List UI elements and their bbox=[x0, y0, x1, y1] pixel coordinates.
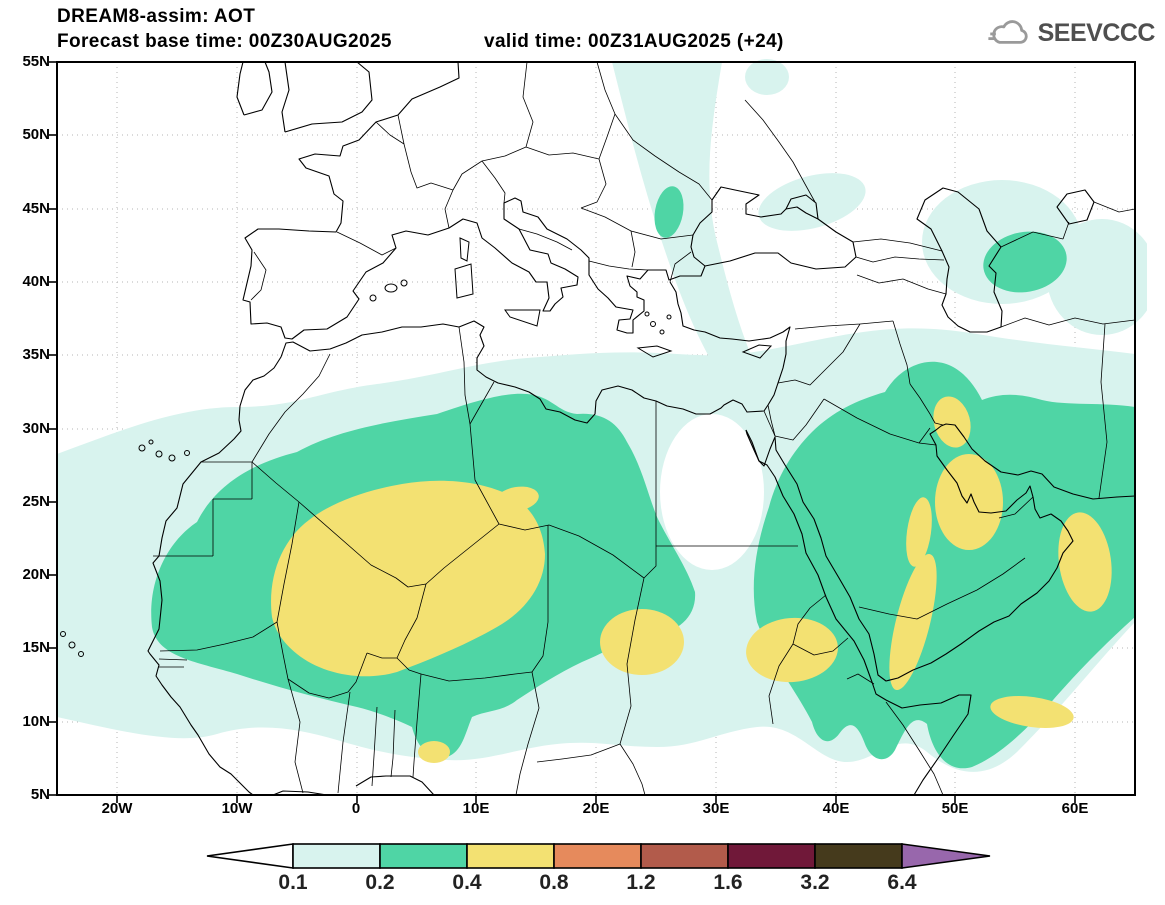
xtick-50e: 50E bbox=[941, 800, 969, 817]
forecast-map bbox=[49, 59, 1157, 803]
seevccc-logo: SEEVCCC bbox=[986, 18, 1156, 48]
ytick-5n: 5N bbox=[30, 786, 50, 803]
xtick-10w: 10W bbox=[221, 800, 253, 817]
ytick-20n: 20N bbox=[22, 566, 50, 583]
ytick-30n: 30N bbox=[22, 420, 50, 437]
logo-text: SEEVCCC bbox=[1037, 18, 1156, 47]
ytick-45n: 45N bbox=[22, 200, 50, 217]
colorbar-cell-0p1 bbox=[292, 843, 381, 869]
xtick-60e: 60E bbox=[1061, 800, 1089, 817]
cloud-icon bbox=[988, 20, 1028, 44]
colorbar-above-max-arrow bbox=[901, 843, 991, 869]
aot-fill-level-0p4 bbox=[271, 396, 1112, 763]
time-subtitle: Forecast base time: 00Z30AUG2025 valid t… bbox=[57, 31, 957, 53]
colorbar-label-1p2: 1.2 bbox=[626, 871, 656, 894]
axis-ticks bbox=[49, 61, 1076, 803]
colorbar-cell-0p2 bbox=[379, 843, 468, 869]
xtick-0: 0 bbox=[351, 800, 361, 817]
xtick-30e: 30E bbox=[702, 800, 730, 817]
colorbar bbox=[206, 843, 991, 869]
xtick-40e: 40E bbox=[822, 800, 850, 817]
islands bbox=[60, 237, 773, 657]
colorbar-cell-1p6 bbox=[727, 843, 816, 869]
colorbar-label-0p8: 0.8 bbox=[539, 871, 569, 894]
base-time-label: Forecast base time: 00Z30AUG2025 bbox=[57, 31, 392, 52]
ytick-25n: 25N bbox=[22, 493, 50, 510]
map-area bbox=[45, 56, 1157, 807]
xtick-20e: 20E bbox=[582, 800, 610, 817]
valid-time-label: valid time: 00Z31AUG2025 (+24) bbox=[484, 31, 784, 52]
colorbar-below-min-arrow bbox=[206, 843, 294, 869]
ytick-15n: 15N bbox=[22, 639, 50, 656]
map-frame bbox=[49, 61, 1136, 803]
colorbar-label-6p4: 6.4 bbox=[887, 871, 917, 894]
page-title: DREAM8-assim: AOT bbox=[57, 6, 256, 27]
colorbar-legend bbox=[205, 842, 995, 870]
ytick-35n: 35N bbox=[22, 346, 50, 363]
colorbar-cell-1p2 bbox=[640, 843, 729, 869]
colorbar-cell-3p2 bbox=[814, 843, 903, 869]
aot-clear-hole bbox=[660, 414, 764, 570]
colorbar-label-1p6: 1.6 bbox=[713, 871, 743, 894]
xtick-20w: 20W bbox=[101, 800, 133, 817]
colorbar-cell-0p8 bbox=[553, 843, 642, 869]
ytick-10n: 10N bbox=[22, 713, 50, 730]
ytick-50n: 50N bbox=[22, 126, 50, 143]
ytick-40n: 40N bbox=[22, 273, 50, 290]
colorbar-cell-0p4 bbox=[466, 843, 555, 869]
ytick-55n: 55N bbox=[22, 53, 50, 70]
colorbar-label-0p4: 0.4 bbox=[452, 871, 482, 894]
xtick-10e: 10E bbox=[462, 800, 490, 817]
coastlines bbox=[147, 61, 1136, 796]
colorbar-label-0p2: 0.2 bbox=[365, 871, 395, 894]
colorbar-label-0p1: 0.1 bbox=[278, 871, 308, 894]
country-borders bbox=[153, 61, 1136, 796]
colorbar-label-3p2: 3.2 bbox=[800, 871, 830, 894]
